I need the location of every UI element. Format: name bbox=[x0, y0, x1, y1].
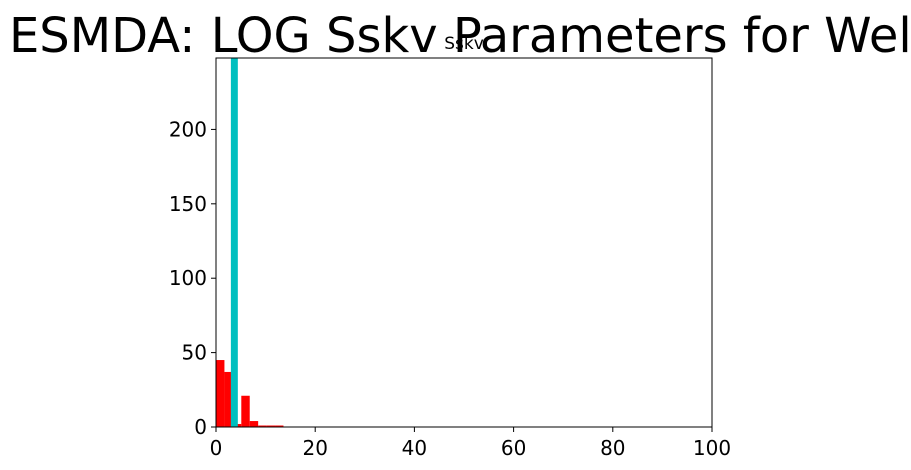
histogram-bars bbox=[216, 360, 284, 427]
y-tick-label: 150 bbox=[169, 192, 207, 216]
histogram-bar bbox=[275, 425, 284, 427]
y-tick-label: 200 bbox=[169, 117, 207, 141]
histogram-bar bbox=[258, 425, 267, 427]
x-tick-label: 0 bbox=[210, 436, 223, 460]
histogram-bar bbox=[224, 371, 233, 427]
histogram-bar bbox=[216, 360, 225, 427]
x-axis: 0 20 40 60 80 100 bbox=[210, 427, 731, 460]
marker-layer bbox=[230, 58, 238, 427]
y-tick-label: 0 bbox=[194, 415, 207, 439]
histogram-bar bbox=[266, 425, 276, 427]
y-axis: 0 50 100 150 200 bbox=[169, 117, 216, 439]
axes-frame bbox=[215, 57, 713, 428]
x-tick-label: 20 bbox=[302, 436, 327, 460]
y-tick-label: 100 bbox=[169, 266, 207, 290]
marker-bar bbox=[230, 58, 238, 427]
x-tick-label: 40 bbox=[402, 436, 427, 460]
x-tick-label: 100 bbox=[693, 436, 731, 460]
histogram-bar bbox=[241, 395, 250, 427]
x-tick-label: 60 bbox=[501, 436, 526, 460]
axes-title: Sskv bbox=[444, 34, 484, 54]
x-tick-label: 80 bbox=[600, 436, 625, 460]
histogram-axes: Sskv 0 20 40 60 80 100 0 50 100 150 200 bbox=[169, 34, 731, 460]
histogram-bar bbox=[249, 421, 259, 427]
figure-suptitle: ESMDA: LOG Sskv Parameters for Well bbox=[9, 8, 911, 64]
y-tick-label: 50 bbox=[182, 341, 207, 365]
